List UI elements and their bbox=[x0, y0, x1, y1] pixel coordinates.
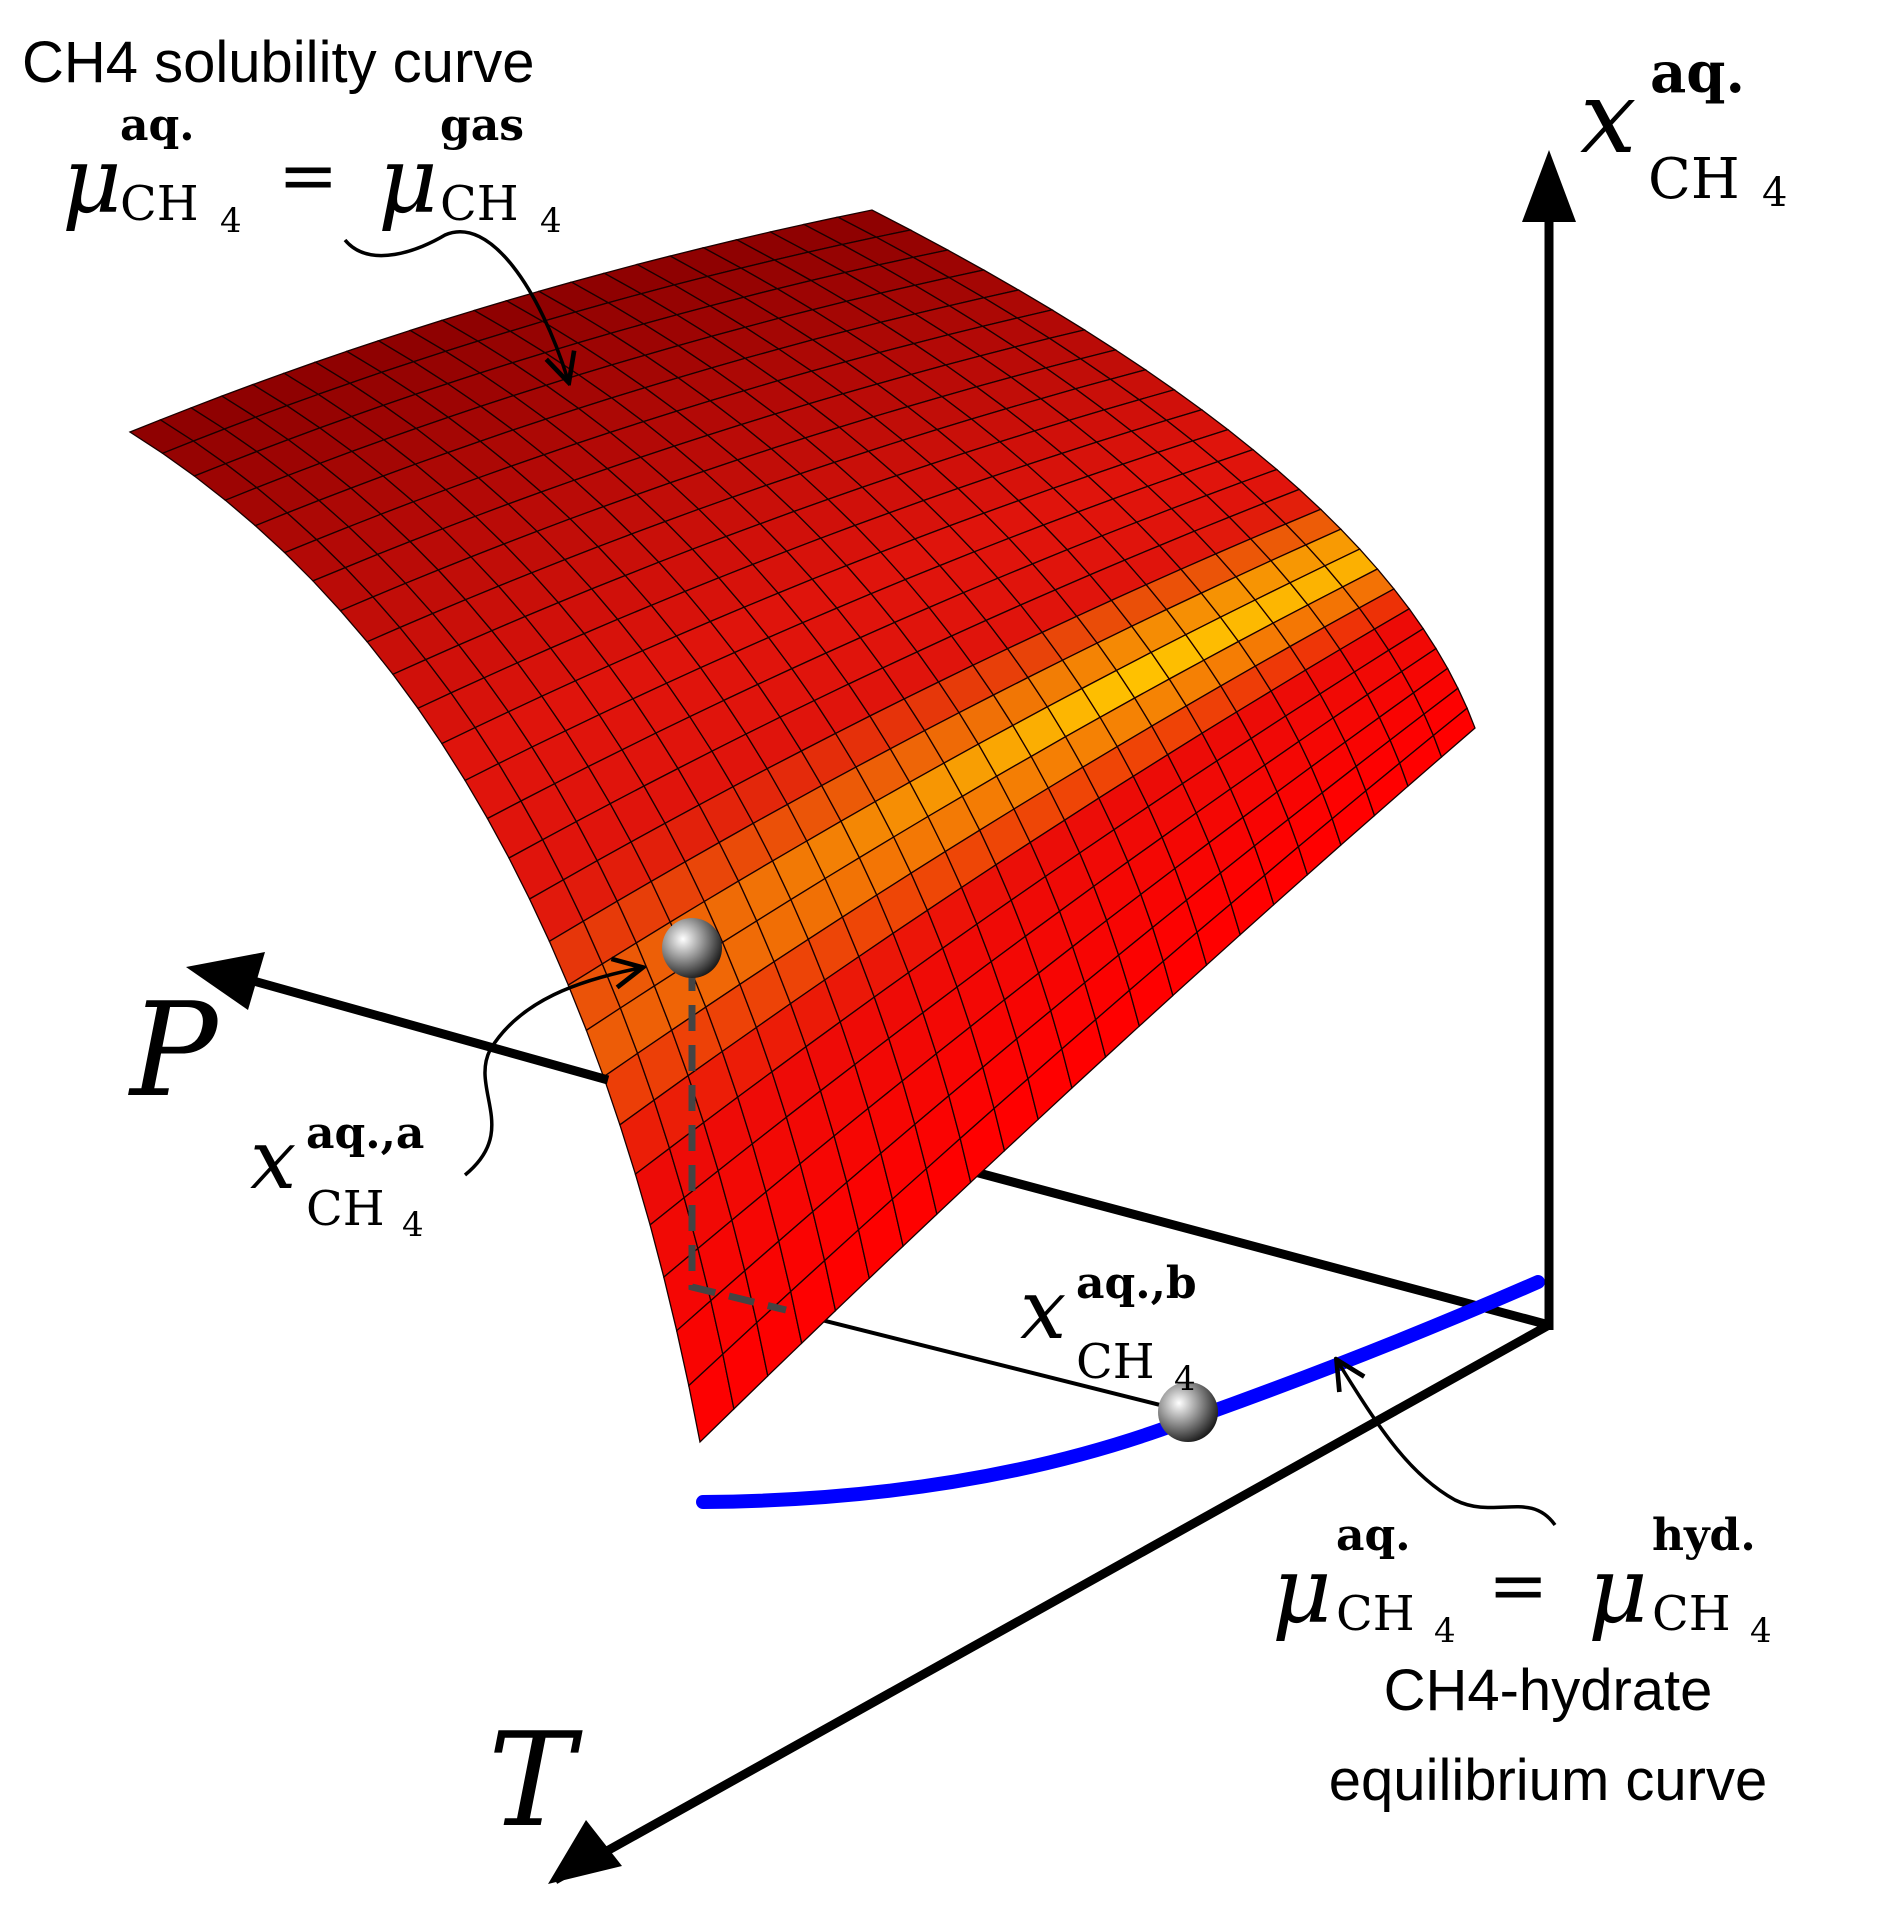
svg-text:4: 4 bbox=[220, 201, 242, 241]
svg-text:4: 4 bbox=[1750, 1611, 1772, 1651]
p-axis-front bbox=[248, 975, 610, 1085]
svg-text:CH: CH bbox=[1652, 1586, 1731, 1642]
hydrate-caption-line1: CH4-hydrate bbox=[1384, 1658, 1713, 1723]
svg-text:μ: μ bbox=[1588, 1537, 1648, 1644]
svg-text:4: 4 bbox=[1762, 170, 1787, 216]
svg-text:x: x bbox=[1020, 1263, 1066, 1358]
svg-text:aq.,a: aq.,a bbox=[306, 1108, 424, 1159]
solubility-surface bbox=[128, 209, 1476, 1444]
svg-text:=: = bbox=[1488, 1543, 1548, 1627]
svg-text:CH: CH bbox=[1648, 147, 1740, 212]
svg-text:x: x bbox=[1580, 59, 1636, 176]
svg-text:hyd.: hyd. bbox=[1652, 1510, 1756, 1561]
t-axis bbox=[552, 1321, 1552, 1884]
svg-text:μ: μ bbox=[62, 127, 122, 234]
p-axis-back bbox=[928, 1155, 1551, 1330]
svg-text:μ: μ bbox=[1272, 1537, 1332, 1644]
point-a-pointer-arrow bbox=[463, 968, 640, 1177]
point-b-label: x aq.,b CH 4 bbox=[1020, 1258, 1197, 1399]
svg-text:CH: CH bbox=[440, 176, 519, 232]
svg-text:aq.: aq. bbox=[1336, 1510, 1411, 1561]
svg-text:CH: CH bbox=[1076, 1334, 1155, 1390]
p-axis-arrowhead bbox=[186, 952, 265, 1010]
hydrate-equation: μ aq. CH 4 = μ hyd. CH 4 bbox=[1272, 1510, 1772, 1651]
svg-text:CH: CH bbox=[120, 176, 199, 232]
t-axis-label: T bbox=[488, 1704, 583, 1856]
point-a bbox=[662, 918, 722, 978]
t-axis-arrowhead bbox=[548, 1820, 622, 1884]
svg-text:=: = bbox=[278, 133, 338, 217]
svg-text:4: 4 bbox=[540, 201, 562, 241]
solubility-equation: μ aq. CH 4 = μ gas CH 4 bbox=[62, 100, 562, 241]
solubility-pointer-arrow bbox=[343, 230, 568, 380]
svg-text:aq.: aq. bbox=[1650, 40, 1745, 106]
svg-text:gas: gas bbox=[440, 100, 524, 151]
hydrate-caption-line2: equilibrium curve bbox=[1329, 1748, 1767, 1813]
solubility-title: CH4 solubility curve bbox=[22, 30, 535, 95]
point-b bbox=[1158, 1382, 1218, 1442]
dashed-drop-line bbox=[688, 965, 787, 1314]
svg-text:4: 4 bbox=[1434, 1611, 1456, 1651]
x-axis-label: x aq. CH 4 bbox=[1580, 40, 1787, 216]
svg-text:4: 4 bbox=[402, 1205, 424, 1245]
svg-text:aq.,b: aq.,b bbox=[1076, 1258, 1197, 1309]
hydrate-equilibrium-curve bbox=[696, 1275, 1545, 1509]
svg-text:CH: CH bbox=[1336, 1586, 1415, 1642]
p-axis-label: P bbox=[128, 974, 220, 1126]
svg-text:μ: μ bbox=[378, 127, 438, 234]
surface-cell bbox=[1432, 707, 1476, 759]
point-a-label: x aq.,a CH 4 bbox=[250, 1108, 424, 1245]
svg-text:x: x bbox=[250, 1113, 296, 1208]
svg-text:CH: CH bbox=[306, 1181, 385, 1237]
svg-text:4: 4 bbox=[1174, 1359, 1196, 1399]
svg-text:aq.: aq. bbox=[120, 100, 195, 151]
x-axis-arrowhead bbox=[1522, 150, 1576, 222]
hydrate-pointer-arrow bbox=[1338, 1362, 1557, 1527]
